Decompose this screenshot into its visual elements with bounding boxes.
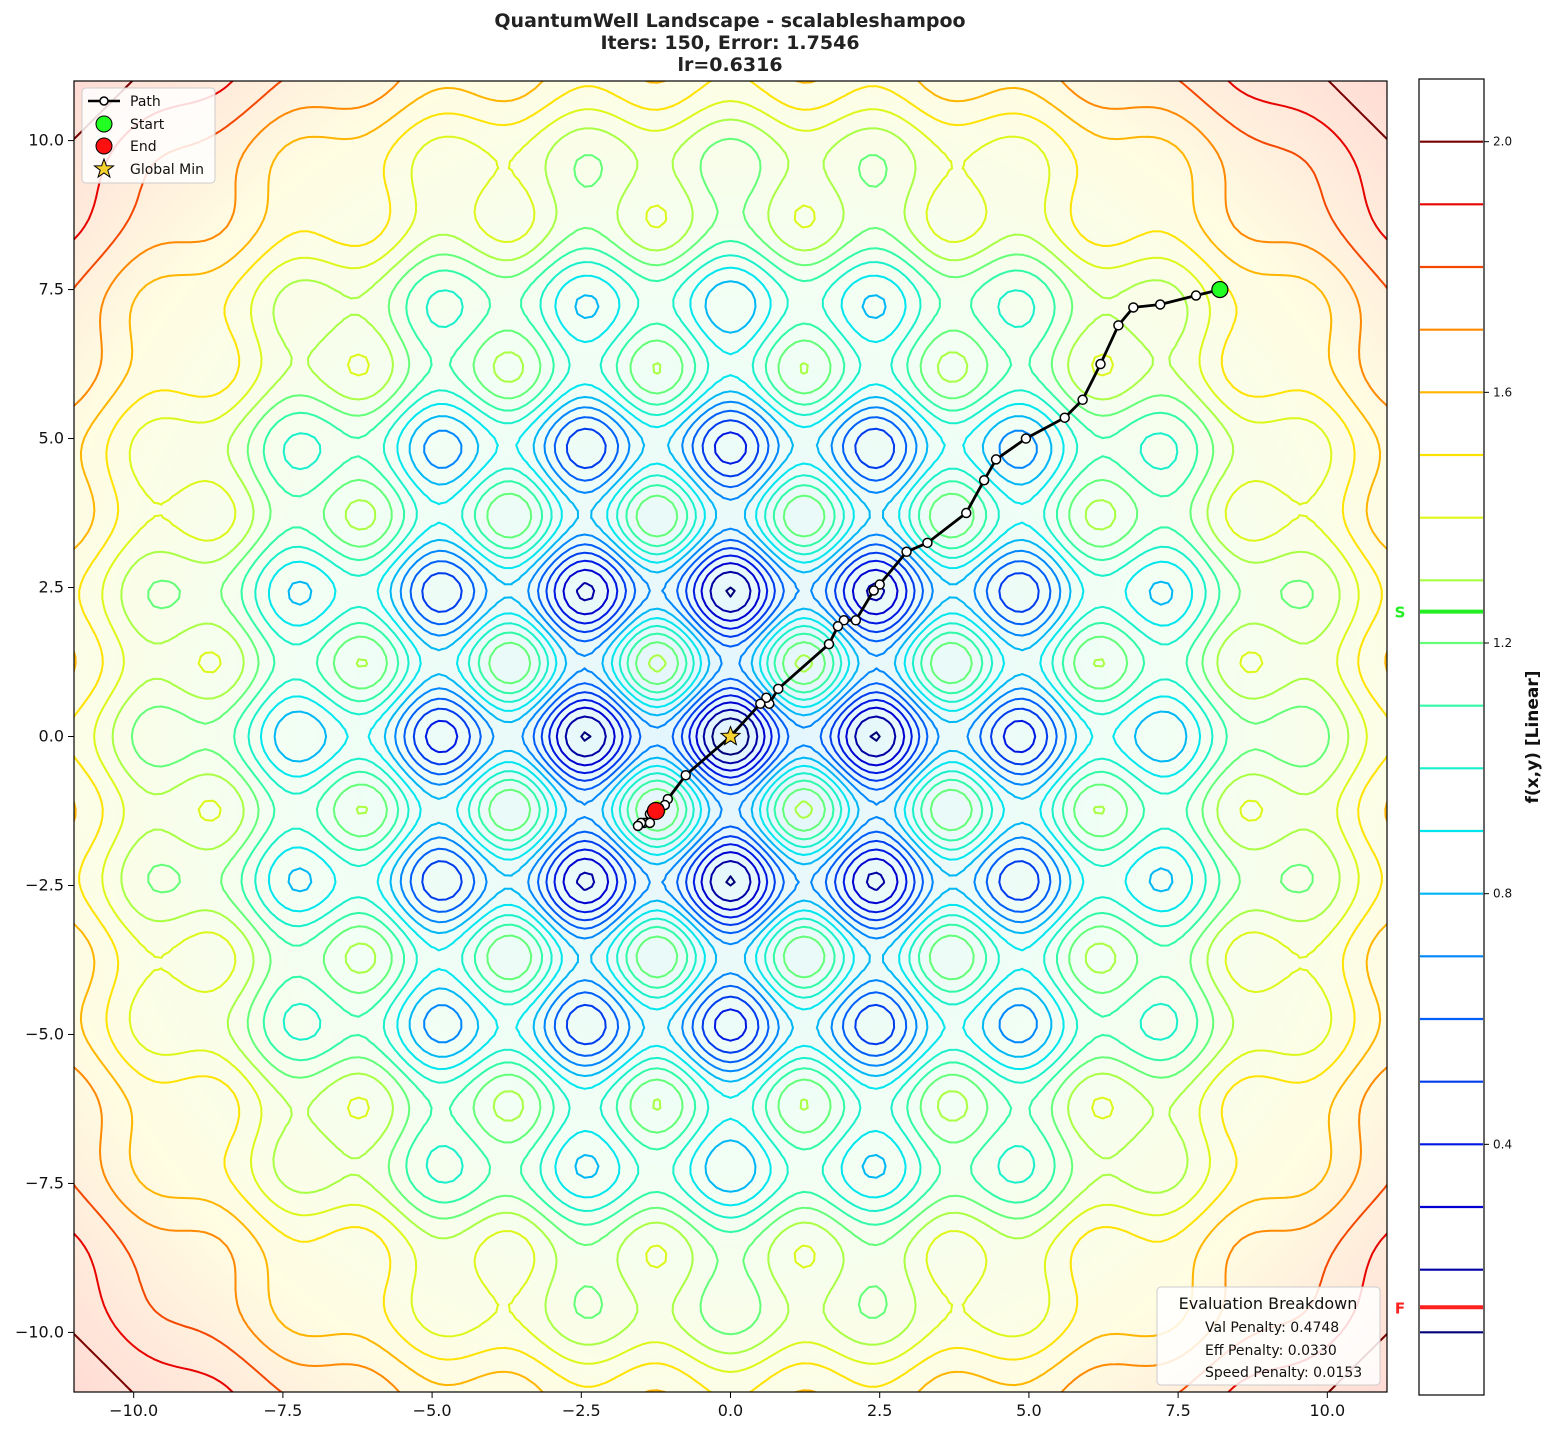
path-point	[644, 817, 656, 829]
legend-path-marker	[99, 96, 109, 106]
contour-level-10	[233, 239, 1228, 1234]
optimizer-path-layer	[632, 280, 1229, 832]
legend-frame	[81, 87, 216, 184]
path-point	[838, 615, 850, 626]
legend-end-label: End	[130, 139, 157, 155]
x-tick-label: 7.5	[1165, 1401, 1190, 1420]
global-min-marker	[719, 725, 742, 746]
x-tick-label: 5.0	[1016, 1401, 1041, 1420]
y-tick-label: 0.0	[39, 727, 64, 746]
evaluation-frame	[1156, 1286, 1381, 1386]
colorbar: 0.4 0.8 1.2 1.6 2.0 S F f(x,y) [Linear]	[1395, 78, 1543, 1396]
path-point	[874, 579, 885, 590]
path-point	[1020, 433, 1032, 444]
path-point	[901, 546, 912, 558]
chart-title-line-3: lr=0.6316	[677, 54, 782, 76]
path-point	[922, 537, 933, 549]
contour-level-8	[259, 266, 1202, 1207]
path-point	[1128, 302, 1139, 313]
path-point	[632, 820, 644, 832]
colorbar-end-label: F	[1395, 1299, 1405, 1317]
y-tick-label: 2.5	[39, 578, 64, 597]
legend: Path Start End Global Min	[81, 87, 216, 184]
path-point	[1190, 290, 1202, 301]
path-point	[772, 683, 784, 695]
colorbar-level-lines	[1420, 140, 1483, 1334]
legend-path-label: Path	[130, 94, 161, 110]
path-point	[761, 692, 772, 704]
x-tick-label: 0.0	[718, 1401, 743, 1420]
colorbar-tick-label: 0.4	[1493, 1137, 1512, 1151]
start-marker	[1211, 280, 1229, 299]
evaluation-line-3: Speed Penalty: 0.0153	[1205, 1365, 1362, 1381]
path-point	[823, 638, 835, 650]
x-tick-label: −5.0	[413, 1401, 452, 1420]
path-point	[680, 769, 691, 781]
colorbar-tick-label: 1.6	[1493, 385, 1512, 399]
y-tick-label: 10.0	[28, 131, 64, 150]
legend-global-min-marker	[93, 157, 115, 179]
x-tick-label: 2.5	[867, 1401, 892, 1420]
contour-level-15	[74, 81, 1387, 1392]
contour-level-4	[412, 419, 1049, 1054]
contour-level-0	[580, 586, 881, 887]
evaluation-breakdown-box: Evaluation Breakdown Val Penalty: 0.4748…	[1156, 1286, 1381, 1386]
x-tick-label: 10.0	[1310, 1401, 1346, 1420]
chart-title-line-1: QuantumWell Landscape - scalableshampoo	[494, 10, 965, 32]
colorbar-tick-label: 2.0	[1493, 135, 1512, 149]
path-point	[960, 507, 972, 519]
colorbar-frame	[1418, 78, 1485, 1396]
x-axis-ticks: −10.0 −7.5 −5.0 −2.5 0.0 2.5 5.0 7.5 10.0	[109, 1392, 1345, 1420]
path-point	[868, 585, 879, 596]
colorbar-tick-label: 0.8	[1493, 887, 1512, 901]
path-point	[1154, 299, 1166, 310]
contour-level-9	[247, 254, 1214, 1219]
legend-start-marker	[95, 115, 113, 133]
legend-end-marker	[95, 137, 113, 155]
contour-level-1	[564, 570, 897, 903]
y-tick-label: 7.5	[39, 280, 64, 299]
path-point	[1077, 394, 1088, 406]
x-tick-label: −7.5	[263, 1401, 302, 1420]
colorbar-ticks: 0.4 0.8 1.2 1.6 2.0	[1484, 135, 1512, 1151]
evaluation-line-1: Val Penalty: 0.4748	[1205, 1320, 1339, 1336]
y-tick-label: −5.0	[25, 1024, 64, 1043]
y-tick-label: −2.5	[25, 875, 64, 894]
contour-level-13	[93, 100, 1368, 1373]
contour-lines	[74, 81, 1387, 1392]
x-tick-label: −10.0	[109, 1401, 158, 1420]
end-marker	[646, 801, 665, 821]
colorbar-label: f(x,y) [Linear]	[1523, 670, 1543, 803]
x-tick-label: −2.5	[562, 1401, 601, 1420]
path-point	[1059, 412, 1070, 423]
path-point	[1113, 320, 1124, 331]
contour-level-11	[130, 137, 1331, 1336]
path-point	[755, 698, 766, 709]
y-axis-ticks: −10.0 −7.5 −5.0 −2.5 0.0 2.5 5.0 7.5 10.0	[15, 131, 74, 1341]
contour-level-3	[424, 431, 1037, 1042]
colorbar-tick-label: 1.2	[1493, 636, 1512, 650]
evaluation-title: Evaluation Breakdown	[1179, 1294, 1358, 1313]
path-point	[978, 475, 990, 486]
y-tick-label: −10.0	[15, 1322, 64, 1341]
contour-level-14	[74, 81, 1387, 1392]
legend-global-min-label: Global Min	[130, 162, 204, 178]
contour-level-7	[273, 280, 1188, 1193]
path-point	[990, 454, 1002, 465]
contour-level-6	[394, 400, 1067, 1073]
legend-start-label: Start	[130, 117, 165, 133]
evaluation-line-2: Eff Penalty: 0.0330	[1205, 1343, 1337, 1359]
chart-title-line-2: Iters: 150, Error: 1.7546	[600, 32, 859, 54]
contour-level-12	[111, 118, 1350, 1355]
path-point	[1095, 358, 1106, 370]
colorbar-start-label: S	[1395, 604, 1406, 622]
path-point	[850, 615, 862, 626]
path-point	[832, 621, 844, 632]
y-tick-label: −7.5	[25, 1173, 64, 1192]
contour-level-5	[403, 409, 1058, 1064]
contour-level-2	[555, 562, 906, 911]
y-tick-label: 5.0	[39, 429, 64, 448]
